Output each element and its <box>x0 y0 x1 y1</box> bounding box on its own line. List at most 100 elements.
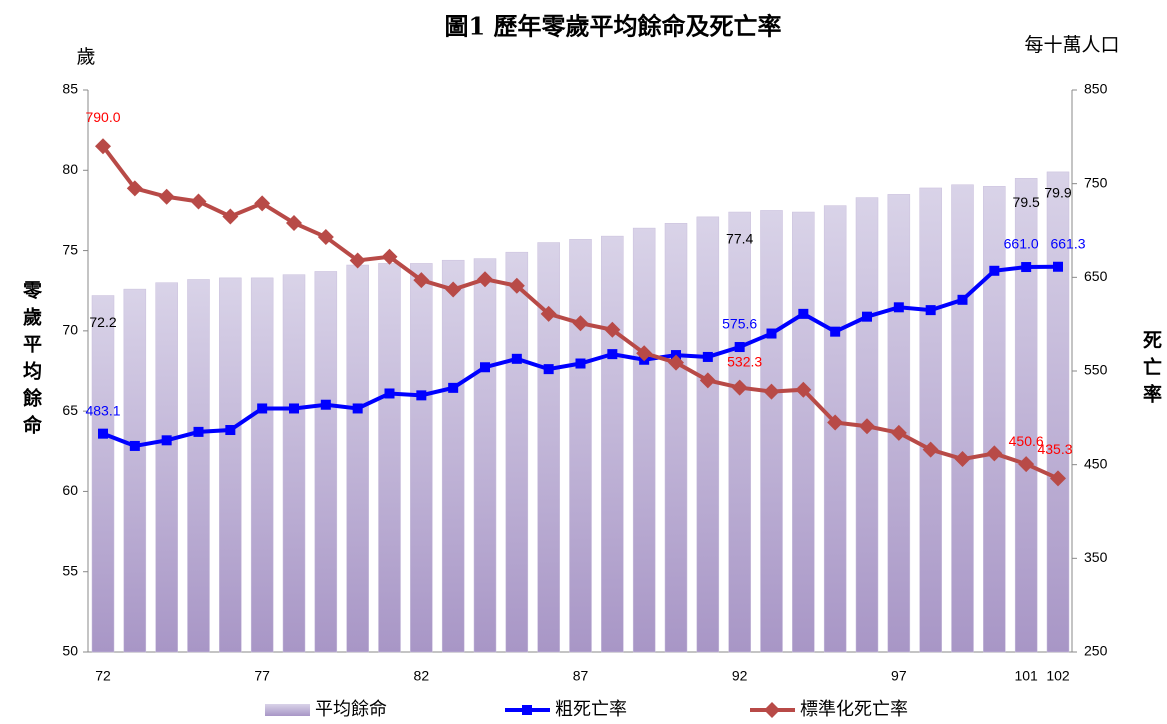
marker <box>317 229 334 246</box>
bar <box>1046 171 1070 653</box>
marker <box>862 311 872 322</box>
y-unit: 歲 <box>76 46 95 68</box>
bar <box>123 288 147 653</box>
marker <box>161 435 172 446</box>
marker <box>193 426 204 437</box>
marker <box>477 271 493 288</box>
marker <box>986 445 1003 462</box>
marker <box>480 362 490 373</box>
marker <box>508 277 525 294</box>
data-label: 661.0 <box>1004 236 1039 252</box>
x-tick-label: 87 <box>573 668 589 684</box>
y-tick-label: 85 <box>62 81 78 97</box>
bar <box>632 227 656 653</box>
y-tick-label: 60 <box>62 482 78 498</box>
bar <box>250 277 274 653</box>
marker <box>1050 470 1066 487</box>
marker <box>320 399 331 410</box>
x-tick-label: 92 <box>732 668 748 684</box>
legend-swatch <box>522 705 532 715</box>
bar <box>664 223 688 653</box>
y2-tick-label: 550 <box>1084 362 1108 378</box>
marker <box>575 358 586 369</box>
y-tick-label: 80 <box>62 161 78 177</box>
legend-label: 粗死亡率 <box>555 699 627 720</box>
y2-unit: 每十萬人口 <box>1024 34 1119 56</box>
marker <box>731 379 748 396</box>
y2-tick-label: 350 <box>1084 549 1108 565</box>
bar <box>760 210 783 653</box>
data-label: 661.3 <box>1050 235 1085 251</box>
marker <box>766 328 777 339</box>
x-tick-label: 72 <box>95 668 111 684</box>
bar <box>728 211 751 653</box>
x-tick-label: 77 <box>254 668 270 684</box>
bar <box>441 259 465 653</box>
bar <box>378 263 401 653</box>
bar <box>887 194 911 653</box>
marker <box>827 414 844 431</box>
marker <box>95 138 111 155</box>
bar <box>187 279 210 653</box>
marker <box>604 321 621 338</box>
data-label: 435.3 <box>1037 441 1072 457</box>
marker <box>222 208 239 225</box>
marker <box>636 345 653 362</box>
marker <box>384 388 395 399</box>
bar <box>473 258 497 653</box>
marker <box>129 440 140 451</box>
data-label: 77.4 <box>726 231 753 247</box>
marker <box>699 372 716 389</box>
marker <box>954 451 971 468</box>
marker <box>289 403 299 414</box>
marker <box>607 349 618 360</box>
y-tick-label: 50 <box>62 643 78 659</box>
bar <box>537 242 560 653</box>
data-label: 575.6 <box>722 316 757 332</box>
marker <box>190 193 207 210</box>
marker <box>416 390 427 401</box>
bar <box>696 216 720 653</box>
bar <box>91 295 115 653</box>
bar <box>919 187 942 653</box>
bar <box>314 271 338 653</box>
y2-tick-label: 850 <box>1084 81 1108 97</box>
bar <box>569 239 592 653</box>
bar <box>282 274 306 653</box>
x-tick-label: 101 <box>1014 668 1038 684</box>
data-label: 79.9 <box>1044 185 1071 201</box>
data-label: 532.3 <box>727 353 762 369</box>
marker <box>352 403 363 414</box>
marker <box>511 353 522 364</box>
data-label: 790.0 <box>85 109 120 125</box>
data-label: 483.1 <box>85 402 120 418</box>
marker <box>381 248 398 265</box>
y-axis-label: 零歲平均餘命 <box>20 280 43 442</box>
marker <box>763 383 780 400</box>
data-label: 450.6 <box>1009 433 1044 449</box>
marker <box>925 305 936 316</box>
bar <box>951 184 974 653</box>
x-tick-label: 102 <box>1046 668 1070 684</box>
marker <box>225 425 236 436</box>
marker <box>543 364 554 375</box>
bar <box>410 263 433 653</box>
x-tick-label: 97 <box>891 668 907 684</box>
legend-swatch <box>265 704 310 716</box>
marker <box>1021 262 1032 273</box>
marker <box>445 281 462 298</box>
marker <box>98 428 108 439</box>
marker <box>798 308 809 319</box>
data-label: 79.5 <box>1013 194 1040 210</box>
marker <box>957 294 968 305</box>
legend-swatch <box>764 702 780 718</box>
marker <box>830 326 841 337</box>
marker <box>257 403 268 414</box>
y-tick-label: 75 <box>62 241 78 257</box>
legend-label: 標準化死亡率 <box>800 699 908 720</box>
marker <box>448 382 459 393</box>
y-tick-label: 70 <box>62 322 78 338</box>
bar <box>983 186 1006 653</box>
y2-tick-label: 450 <box>1084 455 1108 471</box>
